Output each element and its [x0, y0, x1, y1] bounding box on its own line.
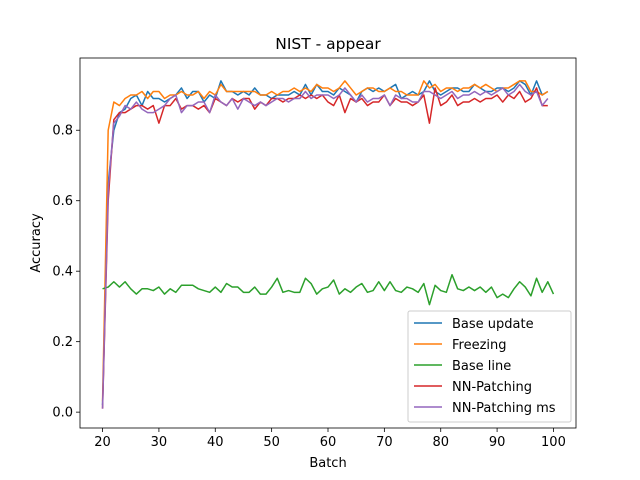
legend-box	[407, 310, 572, 423]
plot-area	[79, 57, 577, 429]
legend-label: Base update	[452, 317, 534, 332]
legend: Base update Freezing Base line NN-Patching N…	[407, 310, 572, 423]
series-line-1	[101, 80, 549, 402]
series-line-4	[101, 83, 549, 409]
x-tick-label: 30	[151, 435, 168, 450]
legend-label: Base line	[452, 359, 511, 374]
legend-entries: Base update Freezing Base line NN-Patching N…	[414, 317, 556, 416]
x-tick-label: 40	[207, 435, 224, 450]
series-line-2	[102, 273, 555, 306]
series-layer	[101, 80, 555, 409]
x-tick-label: 80	[432, 435, 449, 450]
x-tick-label: 100	[541, 435, 566, 450]
legend-label: NN-Patching	[452, 380, 532, 395]
y-tick-label: 0.0	[52, 406, 73, 421]
x-axis-ticks: 20 30 40 50 60 70 80 90 100	[94, 428, 566, 450]
y-axis-ticks: 0.0 0.2 0.4 0.6 0.8	[52, 124, 80, 421]
x-tick-label: 50	[263, 435, 280, 450]
x-tick-label: 70	[376, 435, 393, 450]
legend-label: Freezing	[452, 338, 507, 353]
y-tick-label: 0.8	[52, 124, 73, 139]
x-tick-label: 20	[94, 435, 111, 450]
x-tick-label: 90	[489, 435, 506, 450]
y-tick-label: 0.2	[52, 335, 73, 350]
legend-label: NN-Patching ms	[452, 401, 556, 416]
y-tick-label: 0.6	[52, 194, 73, 209]
x-tick-label: 60	[320, 435, 337, 450]
x-axis-label: Batch	[309, 456, 346, 471]
y-tick-label: 0.4	[52, 265, 73, 280]
y-axis-label: Accuracy	[29, 213, 44, 273]
chart-title: NIST - appear	[275, 35, 381, 53]
